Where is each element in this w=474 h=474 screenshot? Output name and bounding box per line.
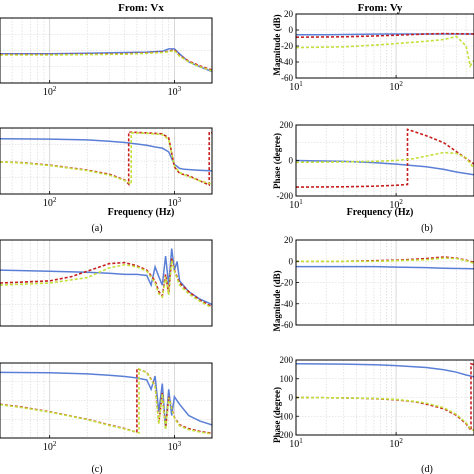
y-tick-label: -40: [281, 299, 293, 309]
ylabel-b-phase: Phase (degree): [272, 133, 282, 189]
series-line-green: [296, 257, 474, 265]
plot-frame: [0, 239, 213, 327]
y-tick-label: -200: [277, 191, 294, 201]
y-tick-label: 200: [280, 120, 294, 130]
y-tick-label: -200: [277, 430, 294, 440]
x-tick-label: 101: [289, 198, 303, 211]
y-tick-label: -40: [281, 57, 293, 67]
x-tick-label: 101: [289, 437, 303, 450]
series-line-blue: [296, 363, 474, 378]
x-tick-label: 103: [168, 85, 182, 98]
y-tick-label: -100: [277, 411, 294, 421]
series-line-green: [0, 260, 212, 309]
y-tick-label: -20: [281, 41, 293, 51]
x-tick-label: 102: [43, 440, 57, 453]
x-tick-label: 103: [168, 440, 182, 453]
series-line-green: [296, 151, 474, 169]
x-tick-label: 102: [389, 437, 403, 450]
y-tick-label: 0: [289, 393, 294, 403]
column-title-left: From: Vx: [118, 2, 164, 14]
series-line-blue: [0, 137, 212, 172]
panel-label-a: (a): [91, 223, 102, 234]
series-line-red: [0, 367, 212, 435]
x-tick-label: 102: [43, 85, 57, 98]
y-tick-label: 20: [284, 235, 294, 245]
panel-label-d: (d): [421, 464, 433, 474]
column-title-right: From: Vy: [358, 2, 403, 14]
y-tick-label: 0: [289, 25, 294, 35]
panel-a-phase: 102 103: [0, 127, 213, 209]
panel-b-magnitude: 101 102 -60 -40 -20 0 20: [281, 9, 474, 93]
x-tick-label: 103: [168, 196, 182, 209]
x-tick-label: 102: [43, 196, 57, 209]
xlabel-b: Frequency (Hz): [347, 207, 414, 218]
plot-frame: [0, 17, 213, 84]
plot-frame: [0, 362, 213, 439]
plot-frame: [0, 127, 213, 195]
series-line-red: [296, 32, 474, 38]
y-tick-label: -20: [281, 278, 293, 288]
series-line-green: [0, 49, 212, 72]
panel-d-magnitude: -60 -40 -20 0 20: [281, 235, 474, 330]
x-tick-label: 101: [289, 80, 303, 93]
y-tick-label: -60: [281, 73, 293, 83]
panel-a-magnitude: 102 103: [0, 17, 213, 98]
panel-label-b: (b): [421, 223, 433, 234]
series-line-green: [0, 367, 212, 435]
x-tick-label: 102: [389, 80, 403, 93]
panel-c-phase: 102 103: [0, 362, 213, 453]
x-tick-label: 102: [389, 198, 403, 211]
panel-c-magnitude: [0, 239, 213, 327]
y-tick-label: 100: [280, 374, 294, 384]
y-tick-label: 200: [280, 355, 294, 365]
xlabel-a: Frequency (Hz): [108, 207, 175, 218]
ylabel-d-phase: Phase (degree): [272, 387, 282, 443]
series-line-blue: [0, 48, 212, 73]
y-tick-label: 0: [289, 156, 294, 166]
panel-b-phase: 101 102 -200 0 200: [277, 120, 474, 211]
series-line-blue: [0, 248, 212, 306]
series-line-green: [296, 35, 474, 69]
y-tick-label: 0: [289, 256, 294, 266]
series-line-red: [0, 131, 212, 187]
series-line-red: [296, 128, 474, 188]
ylabel-d-magnitude: Magnitude (dB): [272, 270, 282, 331]
ylabel-b-magnitude: Magnitude (dB): [272, 14, 282, 75]
series-line-blue: [0, 371, 212, 429]
series-line-blue: [296, 265, 474, 270]
series-line-red: [0, 258, 212, 308]
y-tick-label: -60: [281, 320, 293, 330]
panel-d-phase: 101 102 -200 -100 0 100 200: [277, 355, 474, 450]
y-tick-label: 20: [284, 9, 294, 19]
series-line-green: [296, 396, 474, 432]
panel-label-c: (c): [91, 464, 102, 474]
